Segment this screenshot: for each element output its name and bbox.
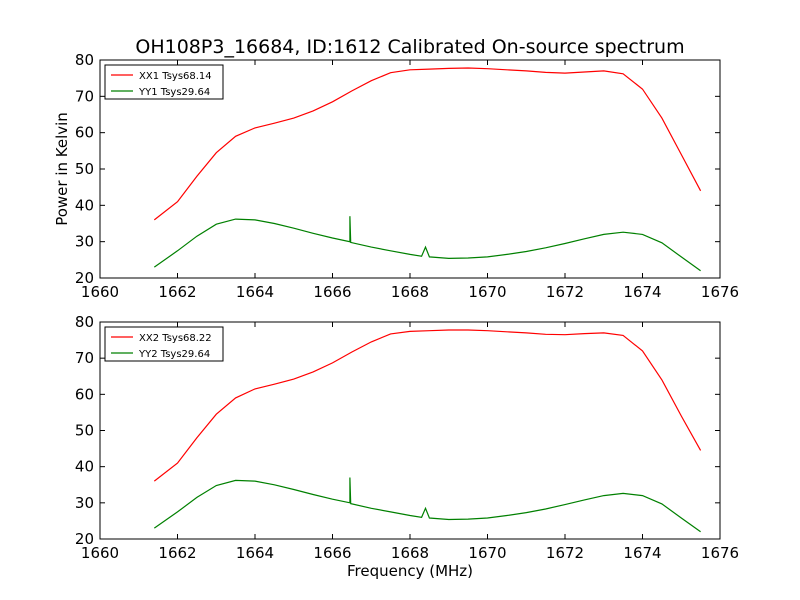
y-tick-label: 80: [75, 313, 94, 331]
top-plot-panel: Power in Kelvin 1660 1662 1664 1666 1668 1670…: [53, 51, 739, 301]
y-tick-label: 70: [75, 87, 94, 105]
y-axis-label: Power in Kelvin: [53, 112, 71, 226]
y-tick-label: 20: [75, 269, 94, 287]
legend-label: XX1 Tsys68.14: [139, 71, 212, 82]
y-tick-label: 60: [75, 385, 94, 403]
series-line-yy: [153, 216, 701, 272]
x-tick-label: 1674: [623, 283, 661, 301]
y-tick-label: 70: [75, 349, 94, 367]
y-tick-label: 40: [75, 196, 94, 214]
x-tick-label: 1674: [623, 544, 661, 562]
bottom-plot-panel: Frequency (MHz) 1660 1662 1664 1666 1668 1670…: [75, 313, 739, 580]
legend: [104, 326, 224, 362]
x-tick-label: 1670: [468, 544, 506, 562]
legend: [104, 64, 224, 100]
x-tick-label: 1672: [546, 544, 584, 562]
series-line-xx: [153, 67, 702, 221]
y-tick-label: 30: [75, 494, 94, 512]
legend-label: XX2 Tsys68.22: [139, 333, 212, 344]
series-line-xx: [153, 329, 702, 482]
x-tick-label: 1672: [546, 283, 584, 301]
y-tick-label: 30: [75, 233, 94, 251]
legend-label: YY2 Tsys29.64: [138, 349, 210, 360]
x-tick-label: 1670: [468, 283, 506, 301]
y-tick-label: 20: [75, 530, 94, 548]
x-tick-label: 1666: [313, 283, 351, 301]
legend-label: YY1 Tsys29.64: [138, 87, 210, 98]
x-axis-label: Frequency (MHz): [347, 562, 473, 580]
y-tick-label: 50: [75, 160, 94, 178]
x-tick-label: 1666: [313, 544, 351, 562]
x-tick-label: 1660: [81, 544, 119, 562]
x-tick-label: 1676: [701, 544, 739, 562]
chart-title: OH108P3_16684, ID:1612 Calibrated On-sou…: [135, 36, 684, 58]
x-tick-label: 1662: [158, 283, 196, 301]
y-tick-label: 80: [75, 51, 94, 69]
x-tick-label: 1668: [391, 544, 429, 562]
x-tick-label: 1664: [236, 544, 274, 562]
x-tick-label: 1668: [391, 283, 429, 301]
x-tick-label: 1676: [701, 283, 739, 301]
series-line-yy: [153, 477, 701, 533]
x-tick-label: 1664: [236, 283, 274, 301]
y-tick-label: 60: [75, 124, 94, 142]
x-tick-label: 1660: [81, 283, 119, 301]
y-tick-label: 50: [75, 422, 94, 440]
y-tick-label: 40: [75, 458, 94, 476]
x-tick-label: 1662: [158, 544, 196, 562]
